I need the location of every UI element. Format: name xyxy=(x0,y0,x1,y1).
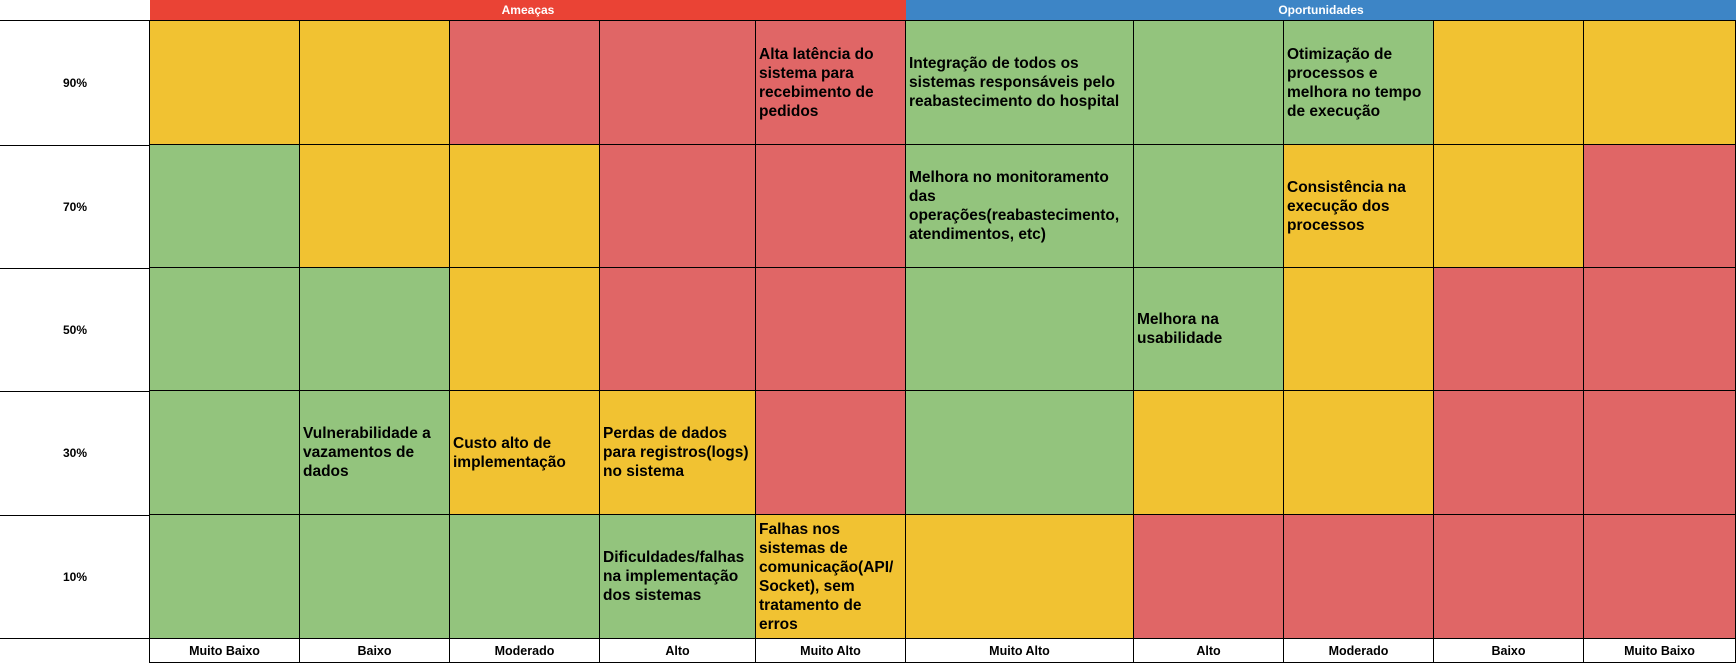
col-label-threat-alto[interactable]: Alto xyxy=(600,639,756,663)
cell-90-threat-baixo[interactable] xyxy=(300,21,450,145)
threats-header[interactable]: Ameaças xyxy=(150,0,906,20)
cell-10-threat-muito-baixo[interactable] xyxy=(150,515,300,639)
col-label-threat-baixo[interactable]: Baixo xyxy=(300,639,450,663)
cell-50-opp-baixo[interactable] xyxy=(1434,268,1584,391)
row-label-30[interactable]: 30% xyxy=(0,391,150,514)
col-label-opp-muito-alto[interactable]: Muito Alto xyxy=(906,639,1134,663)
cell-30-threat-muito-alto[interactable] xyxy=(756,391,906,515)
cell-50-threat-muito-alto[interactable] xyxy=(756,268,906,391)
cell-90-opp-moderado[interactable]: Otimização de processos e melhora no tem… xyxy=(1284,21,1434,145)
cell-30-threat-alto[interactable]: Perdas de dados para registros(logs) no … xyxy=(600,391,756,515)
row-label-50[interactable]: 50% xyxy=(0,268,150,391)
row-label-90[interactable]: 90% xyxy=(0,21,150,144)
cell-90-opp-muito-baixo[interactable] xyxy=(1584,21,1736,145)
col-label-opp-moderado[interactable]: Moderado xyxy=(1284,639,1434,663)
cell-90-opp-alto[interactable] xyxy=(1134,21,1284,145)
col-label-threat-moderado[interactable]: Moderado xyxy=(450,639,600,663)
cell-50-threat-moderado[interactable] xyxy=(450,268,600,391)
cell-90-opp-baixo[interactable] xyxy=(1434,21,1584,145)
cell-30-opp-moderado[interactable] xyxy=(1284,391,1434,515)
cell-10-threat-alto[interactable]: Dificuldades/falhas na implementação dos… xyxy=(600,515,756,639)
cell-10-threat-baixo[interactable] xyxy=(300,515,450,639)
grid-line xyxy=(149,21,150,663)
cell-70-opp-baixo[interactable] xyxy=(1434,145,1584,268)
cell-30-opp-baixo[interactable] xyxy=(1434,391,1584,515)
col-label-threat-muito-alto[interactable]: Muito Alto xyxy=(756,639,906,663)
opportunities-header[interactable]: Oportunidades xyxy=(906,0,1736,20)
cell-70-opp-alto[interactable] xyxy=(1134,145,1284,268)
cell-30-threat-baixo[interactable]: Vulnerabilidade a vazamentos de dados xyxy=(300,391,450,515)
cell-30-opp-muito-baixo[interactable] xyxy=(1584,391,1736,515)
col-label-threat-muito-baixo[interactable]: Muito Baixo xyxy=(150,639,300,663)
cell-90-threat-muito-alto[interactable]: Alta latência do sistema para recebiment… xyxy=(756,21,906,145)
cell-70-threat-moderado[interactable] xyxy=(450,145,600,268)
cell-70-opp-muito-alto[interactable]: Melhora no monitoramento das operações(r… xyxy=(906,145,1134,268)
cell-90-threat-muito-baixo[interactable] xyxy=(150,21,300,145)
cell-10-opp-muito-alto[interactable] xyxy=(906,515,1134,639)
cell-70-threat-muito-alto[interactable] xyxy=(756,145,906,268)
cell-50-threat-alto[interactable] xyxy=(600,268,756,391)
cell-90-threat-alto[interactable] xyxy=(600,21,756,145)
cell-10-opp-alto[interactable] xyxy=(1134,515,1284,639)
cell-70-threat-muito-baixo[interactable] xyxy=(150,145,300,268)
cell-30-opp-alto[interactable] xyxy=(1134,391,1284,515)
cell-30-threat-moderado[interactable]: Custo alto de implementação xyxy=(450,391,600,515)
row-label-10[interactable]: 10% xyxy=(0,515,150,638)
cell-70-opp-moderado[interactable]: Consistência na execução dos processos xyxy=(1284,145,1434,268)
cell-50-opp-muito-baixo[interactable] xyxy=(1584,268,1736,391)
cell-90-opp-muito-alto[interactable]: Integração de todos os sistemas responsá… xyxy=(906,21,1134,145)
cell-30-opp-muito-alto[interactable] xyxy=(906,391,1134,515)
cell-90-threat-moderado[interactable] xyxy=(450,21,600,145)
cell-70-opp-muito-baixo[interactable] xyxy=(1584,145,1736,268)
col-label-opp-baixo[interactable]: Baixo xyxy=(1434,639,1584,663)
cell-10-threat-muito-alto[interactable]: Falhas nos sistemas de comunicação(API/ … xyxy=(756,515,906,639)
cell-50-opp-muito-alto[interactable] xyxy=(906,268,1134,391)
cell-10-threat-moderado[interactable] xyxy=(450,515,600,639)
cell-50-threat-muito-baixo[interactable] xyxy=(150,268,300,391)
cell-10-opp-baixo[interactable] xyxy=(1434,515,1584,639)
row-label-70[interactable]: 70% xyxy=(0,145,150,268)
cell-50-opp-alto[interactable]: Melhora na usabilidade xyxy=(1134,268,1284,391)
cell-10-opp-moderado[interactable] xyxy=(1284,515,1434,639)
col-label-opp-alto[interactable]: Alto xyxy=(1134,639,1284,663)
cell-70-threat-alto[interactable] xyxy=(600,145,756,268)
cell-10-opp-muito-baixo[interactable] xyxy=(1584,515,1736,639)
cell-50-threat-baixo[interactable] xyxy=(300,268,450,391)
grid-line xyxy=(0,20,1736,21)
cell-50-opp-moderado[interactable] xyxy=(1284,268,1434,391)
cell-70-threat-baixo[interactable] xyxy=(300,145,450,268)
col-label-opp-muito-baixo[interactable]: Muito Baixo xyxy=(1584,639,1736,663)
cell-30-threat-muito-baixo[interactable] xyxy=(150,391,300,515)
